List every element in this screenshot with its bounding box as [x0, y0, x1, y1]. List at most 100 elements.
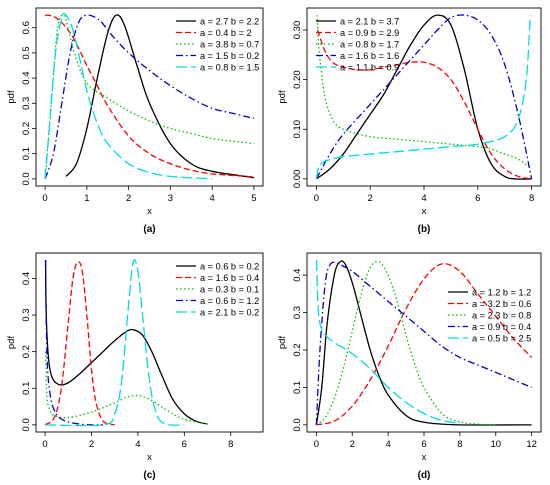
- y-tick-label: 0.3: [292, 306, 303, 319]
- legend-label: a = 2.7 b = 2.2: [200, 16, 259, 26]
- legend-label: a = 0.6 b = 1.2: [200, 296, 259, 306]
- series-line-5: [315, 15, 531, 180]
- series-line-2: [316, 263, 533, 426]
- panel-label: (c): [143, 470, 155, 481]
- x-axis-label: x: [147, 452, 152, 463]
- panel-label: (d): [418, 470, 431, 481]
- y-tick-label: 0.0: [21, 418, 32, 431]
- x-axis-label: x: [147, 206, 152, 217]
- legend-label: a = 0.8 b = 1.7: [340, 39, 399, 49]
- legend-label: a = 3.2 b = 0.6: [472, 299, 531, 309]
- legend-label: a = 3.8 b = 0.7: [200, 39, 259, 49]
- x-tick-label: 6: [475, 193, 480, 204]
- y-axis-label: pdf: [277, 90, 288, 104]
- x-tick-label: 12: [526, 439, 537, 450]
- x-tick-label: 6: [182, 439, 187, 450]
- legend: a = 0.6 b = 0.2 a = 1.6 b = 0.4a = 0.3 b …: [176, 261, 259, 317]
- y-tick-label: 0.4: [21, 71, 32, 84]
- panel-label: (b): [418, 224, 431, 235]
- series-line-1: [315, 14, 532, 180]
- x-tick-label: 0: [314, 439, 319, 450]
- y-tick-label: 0.1: [21, 382, 32, 395]
- y-tick-label: 0.3: [21, 308, 32, 321]
- series-line-4: [44, 260, 104, 426]
- x-tick-label: 2: [368, 193, 373, 204]
- x-tick-label: 1: [84, 193, 89, 204]
- x-tick-label: 8: [529, 193, 534, 204]
- series-line-1: [44, 260, 208, 425]
- y-tick-label: 0.10: [292, 120, 303, 139]
- y-tick-label: 0.6: [21, 21, 32, 34]
- x-tick-label: 8: [457, 439, 462, 450]
- x-tick-label: 8: [228, 439, 233, 450]
- series-line-3: [44, 351, 208, 425]
- legend-label: a = 0.4 b = 2: [200, 28, 252, 38]
- y-axis-label: pdf: [6, 90, 17, 104]
- x-tick-label: 6: [421, 439, 426, 450]
- y-tick-label: 0.1: [292, 381, 303, 394]
- legend-label: a = 1.6 b = 1.6: [340, 51, 399, 61]
- legend: a = 1.2 b = 1.2 a = 3.2 b = 0.6a = 2.3 b …: [448, 287, 531, 343]
- series-line-5: [316, 260, 460, 424]
- legend-label: a = 0.9 b = 2.9: [340, 28, 399, 38]
- x-tick-label: 0: [42, 439, 47, 450]
- legend-label: a = 0.8 b = 1.5: [200, 62, 259, 72]
- y-tick-label: 0.00: [292, 170, 303, 189]
- y-axis-label: pdf: [277, 336, 288, 350]
- series-line-4: [44, 14, 255, 180]
- legend-label: a = 1.5 b = 0.2: [200, 51, 259, 61]
- x-tick-label: 2: [89, 439, 94, 450]
- y-tick-label: 0.4: [292, 269, 303, 282]
- x-axis-label: x: [422, 452, 427, 463]
- x-tick-label: 0: [42, 193, 47, 204]
- y-tick-label: 0.1: [21, 147, 32, 160]
- x-tick-label: 2: [350, 439, 355, 450]
- legend-label: a = 0.5 b = 2.5: [472, 333, 531, 343]
- legend-label: a = 0.9 b = 0.4: [472, 322, 531, 332]
- panel-label: (a): [143, 224, 155, 235]
- legend-label: a = 0.6 b = 0.2: [200, 261, 259, 271]
- y-tick-label: 0.2: [21, 345, 32, 358]
- x-tick-label: 10: [490, 439, 501, 450]
- legend-label: a = 0.3 b = 0.1: [200, 284, 259, 294]
- legend-label: a = 2.3 b = 0.8: [472, 310, 531, 320]
- x-tick-label: 4: [210, 193, 215, 204]
- series-line-3: [315, 260, 496, 426]
- y-tick-label: 0.0: [292, 418, 303, 431]
- legend-label: a = 1.2 b = 1.2: [472, 287, 531, 297]
- chart-panel-a: 0 1 2 3 4 5 0.0 0.1 0.2 0.3 0.4 0.5 0.6 x pdf (a) a = 2.…: [6, 7, 264, 235]
- legend-label: a = 1.1 b = 0.9: [340, 62, 399, 72]
- y-tick-label: 0.20: [292, 70, 303, 89]
- y-tick-label: 0.0: [21, 172, 32, 185]
- y-tick-label: 0.2: [292, 343, 303, 356]
- plot-frame: [35, 252, 264, 433]
- series-line-5: [45, 259, 185, 427]
- series-line-5: [44, 12, 213, 180]
- series-line-4: [315, 261, 532, 425]
- x-tick-label: 4: [421, 193, 426, 204]
- x-tick-label: 0: [314, 193, 319, 204]
- chart-panel-c: 0 2 4 6 8 0.0 0.1 0.2 0.3 0.4 x pdf (c) a = 0.6 b = 0…: [6, 252, 264, 481]
- y-tick-label: 0.30: [292, 21, 303, 39]
- legend: a = 2.7 b = 2.2 a = 0.4 b = 2a = 3.8 b = …: [176, 16, 259, 72]
- plot-frame: [35, 7, 264, 187]
- legend-label: a = 2.1 b = 3.7: [340, 16, 399, 26]
- legend-label: a = 2.1 b = 0.2: [200, 307, 259, 317]
- series-line-2: [44, 261, 115, 426]
- series-line-4: [315, 14, 533, 180]
- legend-label: a = 1.6 b = 0.4: [200, 273, 259, 283]
- y-tick-label: 0.5: [21, 46, 32, 59]
- y-tick-label: 0.2: [21, 122, 32, 135]
- x-axis-label: x: [422, 206, 427, 217]
- y-tick-label: 0.3: [21, 97, 32, 110]
- series-line-1: [315, 260, 532, 426]
- x-tick-label: 4: [135, 439, 140, 450]
- y-axis-label: pdf: [6, 336, 17, 350]
- chart-panel-d: 0 2 4 6 8 10 12 0.0 0.1 0.2 0.3 0.4 x pdf (d) a = 1.2 b…: [277, 252, 542, 481]
- x-tick-label: 4: [385, 439, 390, 450]
- legend: a = 2.1 b = 3.7 a = 0.9 b = 2.9a = 0.8 b …: [316, 16, 399, 72]
- x-tick-label: 2: [126, 193, 131, 204]
- x-tick-label: 5: [251, 193, 256, 204]
- series-line-1: [65, 14, 255, 179]
